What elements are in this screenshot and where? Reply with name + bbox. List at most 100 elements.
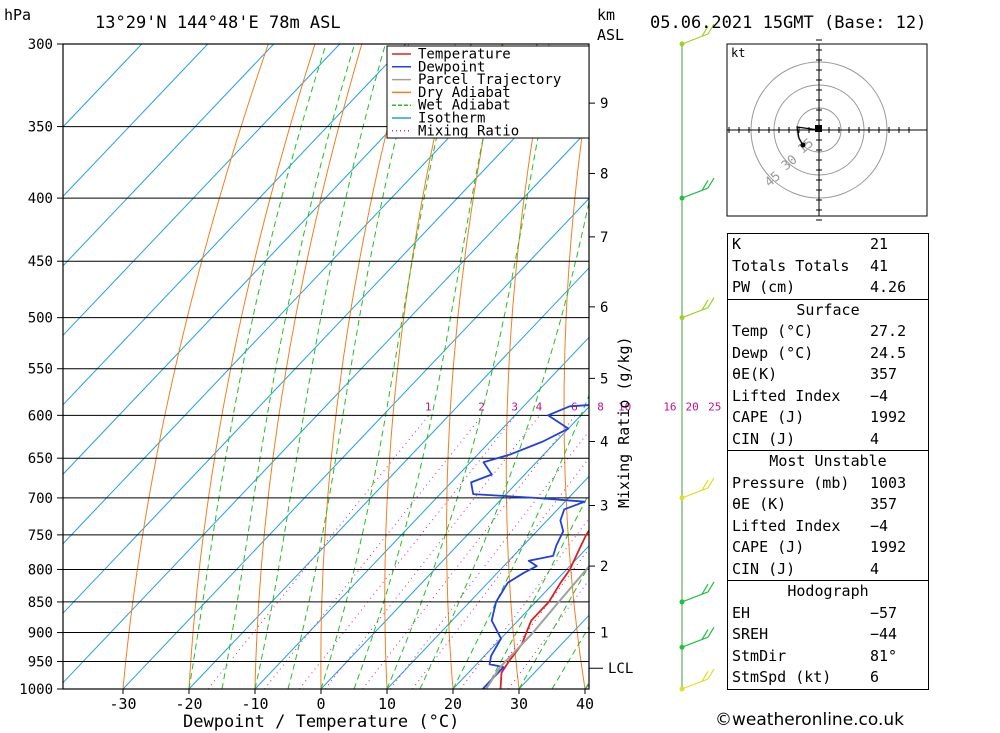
pressure-tick-label: 450	[28, 254, 53, 270]
km-tick-label: 5	[600, 371, 608, 387]
mixing-ratio-label: 8	[597, 400, 604, 413]
dry-adiabat-line	[970, 44, 1000, 689]
x-tick-label: 40	[576, 695, 594, 713]
isotherm-line	[63, 58, 589, 614]
surface-row: Lifted Index −4	[732, 386, 889, 405]
surface-row: CIN (J) 4	[732, 429, 880, 448]
isotherm-line	[63, 44, 209, 198]
surface-row: Dewp (°C) 24.5	[732, 343, 907, 362]
x-tick-label: 30	[510, 695, 528, 713]
surface-row: θE(K) 357	[732, 365, 898, 383]
hodograph-trace	[796, 126, 820, 146]
mixing-ratio-label: 20	[686, 400, 699, 413]
wet-adiabat-line	[485, 492, 589, 689]
temperature-series-line	[499, 528, 589, 689]
pressure-tick-label: 500	[28, 311, 53, 327]
index-row: K 21	[732, 235, 889, 253]
pressure-tick-label: 700	[28, 491, 53, 507]
km-label: km	[597, 6, 615, 24]
mixing-ratio-label: 16	[663, 400, 676, 413]
mu-row: CIN (J) 4	[732, 559, 880, 578]
pressure-tick-label: 650	[28, 451, 53, 467]
wind-barb	[681, 297, 715, 319]
isotherm-line	[386, 475, 589, 689]
legend-entry: Dry Adiabat	[418, 85, 511, 101]
mixing-ratio-line	[207, 414, 430, 689]
wet-adiabat-line	[254, 44, 386, 689]
index-row: PW (cm) 4.26	[732, 278, 907, 296]
km-tick-label: 6	[600, 300, 608, 316]
pressure-tick-label: 850	[28, 595, 53, 611]
dry-adiabat-line	[923, 44, 1000, 689]
legend-entry: Wet Adiabat	[418, 98, 511, 114]
pressure-tick-label: 350	[28, 120, 53, 136]
isotherm-line	[320, 406, 589, 689]
x-tick-label: -10	[241, 695, 268, 713]
index-row: Totals Totals 41	[732, 256, 889, 275]
mu-row: Pressure (mb) 1003	[732, 473, 907, 492]
pressure-tick-label: 950	[28, 655, 53, 671]
most-unstable-title: Most Unstable	[769, 452, 887, 470]
mixing-ratio-label: 25	[708, 400, 721, 413]
datetime-title: 05.06.2021 15GMT (Base: 12)	[650, 13, 926, 33]
x-tick-label: -30	[109, 695, 136, 713]
parcel-trajectory-series-line	[485, 564, 589, 689]
lcl-label: LCL	[608, 661, 633, 677]
wet-adiabat-line	[419, 199, 589, 689]
km-tick-label: 1	[600, 626, 608, 642]
dry-adiabat-line	[254, 44, 363, 689]
isotherm-line	[188, 267, 589, 689]
km-tick-label: 2	[600, 559, 608, 575]
isotherm-line	[63, 44, 407, 406]
mixing-ratio-label: 10	[618, 400, 631, 413]
x-tick-label: 0	[316, 695, 325, 713]
pressure-tick-label: 300	[28, 37, 53, 53]
mixing-ratio-line	[362, 414, 576, 689]
wind-barb	[681, 668, 715, 690]
dry-adiabat-line	[674, 44, 717, 689]
mu-row: Lifted Index −4	[732, 516, 889, 535]
dry-adiabat-line	[505, 44, 550, 689]
wind-barb	[681, 177, 715, 199]
hodograph-point	[800, 142, 806, 148]
mixing-ratio-line	[324, 414, 541, 689]
mixing-ratio-label: 1	[425, 400, 432, 413]
location-title: 13°29'N 144°48'E 78m ASL	[95, 13, 341, 33]
dry-adiabat-line	[320, 44, 410, 689]
surface-row: CAPE (J) 1992	[732, 408, 907, 426]
wind-barb	[681, 581, 715, 603]
isotherm-line	[63, 44, 341, 337]
pressure-tick-label: 750	[28, 528, 53, 544]
wind-barb	[681, 477, 715, 499]
isotherm-line	[122, 197, 589, 689]
mixing-ratio-line	[507, 579, 589, 689]
mixing-ratio-label: 2	[478, 400, 485, 413]
hpa-label: hPa	[4, 6, 31, 24]
isotherm-line	[63, 44, 143, 128]
asl-label: ASL	[597, 26, 624, 44]
km-tick-label: 3	[600, 499, 608, 515]
isotherm-line	[452, 545, 589, 689]
wind-barb	[681, 23, 715, 45]
legend-entry: Dewpoint	[418, 59, 485, 75]
hodograph-storm-marker	[815, 125, 822, 132]
legend-entry: Parcel Trajectory	[418, 72, 561, 88]
wet-adiabat-line	[287, 44, 420, 689]
dry-adiabat-line	[384, 44, 456, 689]
wind-barb	[681, 626, 715, 648]
x-tick-label: 20	[444, 695, 462, 713]
km-tick-label: 7	[600, 230, 608, 246]
hodo-row: StmDir 81°	[732, 646, 898, 665]
legend-entry: Temperature	[418, 47, 511, 63]
dewpoint-series-line	[470, 404, 589, 689]
dry-adiabat-line	[122, 44, 269, 689]
pressure-tick-label: 400	[28, 191, 53, 207]
mixing-ratio-label: 3	[511, 400, 518, 413]
x-tick-label: 10	[378, 695, 396, 713]
surface-title: Surface	[796, 300, 860, 319]
isotherm-line	[63, 128, 589, 684]
pressure-tick-label: 900	[28, 626, 53, 642]
mixing-ratio-axis-label: Mixing Ratio (g/kg)	[615, 336, 633, 508]
